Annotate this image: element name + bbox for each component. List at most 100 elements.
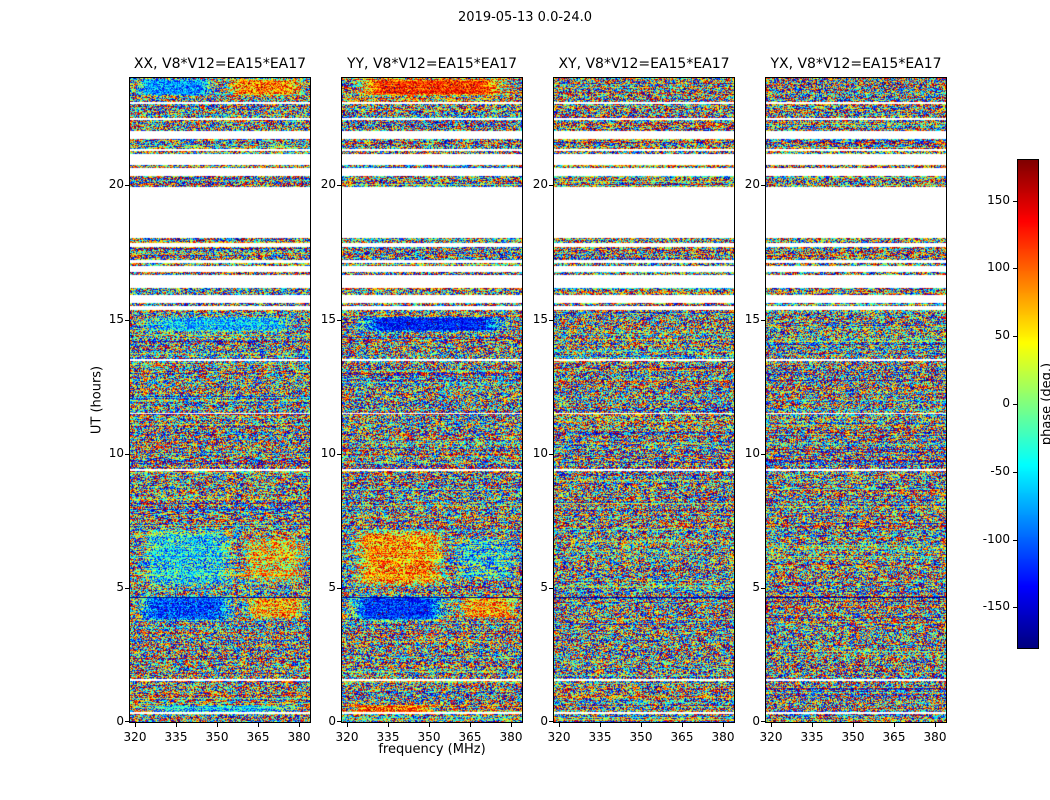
heatmap-canvas-yy bbox=[342, 78, 522, 722]
y-tick bbox=[337, 721, 341, 722]
y-tick-label: 15 bbox=[108, 312, 124, 326]
y-tick bbox=[125, 320, 129, 321]
x-tick bbox=[600, 723, 601, 727]
x-tick-label: 380 bbox=[923, 730, 947, 744]
x-tick bbox=[641, 723, 642, 727]
x-tick-label: 335 bbox=[164, 730, 188, 744]
colorbar-tick-label: -100 bbox=[982, 532, 1010, 546]
y-tick-label: 15 bbox=[744, 312, 760, 326]
panel-title-yx: YX, V8*V12=EA15*EA17 bbox=[770, 56, 942, 72]
x-tick-label: 365 bbox=[458, 730, 482, 744]
y-tick bbox=[337, 185, 341, 186]
colorbar-tick bbox=[1013, 540, 1017, 541]
colorbar-tick-label: -50 bbox=[990, 464, 1010, 478]
colorbar-canvas bbox=[1018, 160, 1038, 648]
heatmap-panel-xx bbox=[129, 77, 311, 723]
x-tick bbox=[559, 723, 560, 727]
x-tick-label: 335 bbox=[800, 730, 824, 744]
y-tick bbox=[549, 320, 553, 321]
y-tick bbox=[337, 588, 341, 589]
x-tick bbox=[511, 723, 512, 727]
y-tick bbox=[337, 320, 341, 321]
x-tick-label: 350 bbox=[205, 730, 229, 744]
y-tick-label: 10 bbox=[532, 446, 548, 460]
y-tick bbox=[549, 721, 553, 722]
x-tick-label: 380 bbox=[711, 730, 735, 744]
y-tick-label: 20 bbox=[532, 177, 548, 191]
panel-title-xx: XX, V8*V12=EA15*EA17 bbox=[133, 56, 307, 72]
y-tick-label: 5 bbox=[328, 580, 336, 594]
x-tick bbox=[176, 723, 177, 727]
x-tick-label: 320 bbox=[759, 730, 783, 744]
colorbar-tick bbox=[1013, 268, 1017, 269]
x-tick-label: 350 bbox=[841, 730, 865, 744]
y-tick-label: 0 bbox=[752, 714, 760, 728]
x-tick bbox=[853, 723, 854, 727]
x-tick bbox=[894, 723, 895, 727]
x-tick bbox=[258, 723, 259, 727]
y-tick-label: 15 bbox=[320, 312, 336, 326]
y-tick bbox=[549, 185, 553, 186]
y-tick-label: 20 bbox=[320, 177, 336, 191]
x-tick-label: 365 bbox=[882, 730, 906, 744]
colorbar-tick bbox=[1013, 201, 1017, 202]
colorbar-tick-label: 0 bbox=[1002, 396, 1010, 410]
x-tick-label: 320 bbox=[547, 730, 571, 744]
y-tick-label: 5 bbox=[116, 580, 124, 594]
y-tick bbox=[761, 185, 765, 186]
y-tick-label: 0 bbox=[328, 714, 336, 728]
heatmap-panel-xy bbox=[553, 77, 735, 723]
y-tick-label: 10 bbox=[744, 446, 760, 460]
heatmap-panel-yy bbox=[341, 77, 523, 723]
y-tick-label: 0 bbox=[540, 714, 548, 728]
x-tick-label: 365 bbox=[246, 730, 270, 744]
colorbar-tick bbox=[1013, 336, 1017, 337]
colorbar-tick-label: -150 bbox=[982, 599, 1010, 613]
y-tick bbox=[761, 320, 765, 321]
y-tick-label: 15 bbox=[532, 312, 548, 326]
colorbar-label: phase (deg.) bbox=[1039, 362, 1050, 446]
heatmap-canvas-xx bbox=[130, 78, 310, 722]
panel-title-xy: XY, V8*V12=EA15*EA17 bbox=[558, 56, 730, 72]
y-tick-label: 20 bbox=[108, 177, 124, 191]
y-tick bbox=[125, 185, 129, 186]
x-tick bbox=[771, 723, 772, 727]
y-tick bbox=[125, 588, 129, 589]
x-tick bbox=[470, 723, 471, 727]
colorbar-tick-label: 100 bbox=[987, 260, 1010, 274]
y-tick bbox=[125, 721, 129, 722]
y-tick-label: 20 bbox=[744, 177, 760, 191]
x-tick-label: 320 bbox=[335, 730, 359, 744]
y-axis-label: UT (hours) bbox=[89, 365, 105, 435]
y-tick bbox=[549, 454, 553, 455]
y-tick bbox=[761, 454, 765, 455]
x-axis-label: frequency (MHz) bbox=[378, 742, 486, 757]
x-tick bbox=[429, 723, 430, 727]
x-tick bbox=[347, 723, 348, 727]
colorbar-tick bbox=[1013, 404, 1017, 405]
colorbar-tick bbox=[1013, 607, 1017, 608]
x-tick-label: 335 bbox=[376, 730, 400, 744]
x-tick bbox=[388, 723, 389, 727]
y-tick-label: 0 bbox=[116, 714, 124, 728]
x-tick-label: 350 bbox=[417, 730, 441, 744]
y-tick-label: 10 bbox=[108, 446, 124, 460]
y-tick-label: 10 bbox=[320, 446, 336, 460]
x-tick-label: 335 bbox=[588, 730, 612, 744]
y-tick-label: 5 bbox=[752, 580, 760, 594]
x-tick bbox=[135, 723, 136, 727]
x-tick-label: 365 bbox=[670, 730, 694, 744]
x-tick bbox=[682, 723, 683, 727]
figure-title: 2019-05-13 0.0-24.0 bbox=[458, 10, 592, 25]
heatmap-canvas-xy bbox=[554, 78, 734, 722]
y-tick-label: 5 bbox=[540, 580, 548, 594]
y-tick bbox=[549, 588, 553, 589]
x-tick-label: 320 bbox=[123, 730, 147, 744]
panel-title-yy: YY, V8*V12=EA15*EA17 bbox=[346, 56, 518, 72]
x-tick-label: 380 bbox=[287, 730, 311, 744]
x-tick bbox=[299, 723, 300, 727]
x-tick bbox=[723, 723, 724, 727]
colorbar-tick-label: 50 bbox=[994, 328, 1010, 342]
y-tick bbox=[125, 454, 129, 455]
